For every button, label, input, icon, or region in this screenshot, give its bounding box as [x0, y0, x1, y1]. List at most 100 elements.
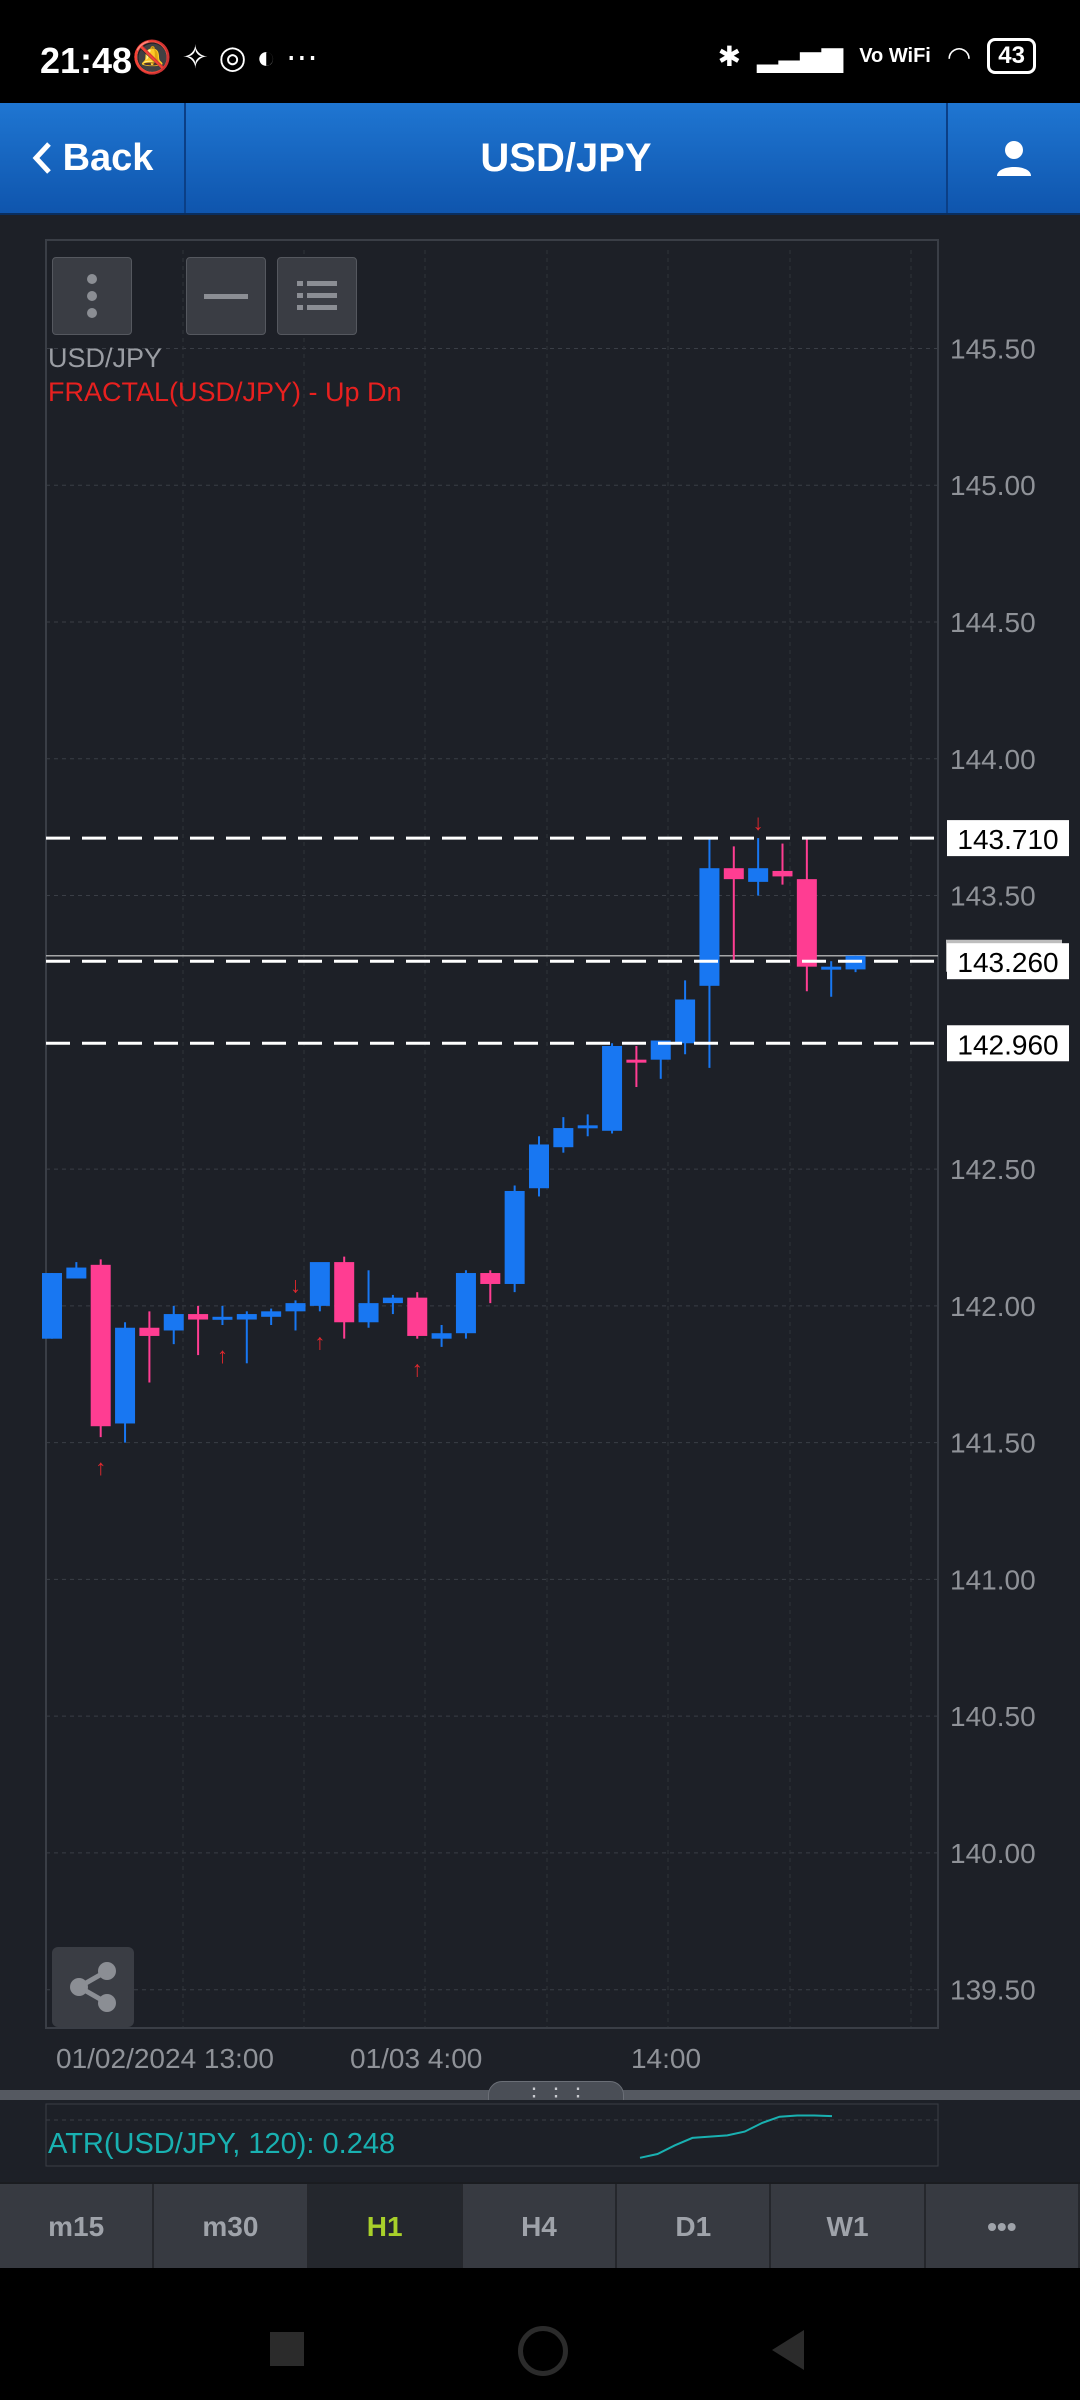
atr-panel: ATR(USD/JPY, 120): 0.248: [0, 2100, 1080, 2182]
timeframe-tab-w1[interactable]: W1: [771, 2184, 926, 2270]
candle-up: [650, 1040, 671, 1060]
y-tick-label: 142.50: [950, 1154, 1036, 1185]
back-icon[interactable]: [772, 2330, 804, 2370]
atr-label: ATR(USD/JPY, 120): 0.248: [48, 2128, 396, 2160]
candle-down: [334, 1262, 355, 1323]
candle-down: [772, 870, 793, 877]
candle-down: [407, 1297, 428, 1336]
candle-down: [139, 1327, 160, 1336]
vertical-dots-icon: [87, 274, 97, 318]
fractal-up-arrow: ↑: [217, 1343, 228, 1368]
y-tick-label: 141.00: [950, 1564, 1036, 1595]
share-icon: [70, 1962, 116, 2012]
y-tick-label: 145.00: [950, 470, 1036, 501]
bluetooth-icon: ✱: [717, 40, 742, 72]
y-tick-label: 142.00: [950, 1291, 1036, 1322]
y-tick-label: 144.00: [950, 744, 1036, 775]
timeframe-tab-h1[interactable]: H1: [308, 2184, 463, 2270]
bell-off-icon: 🔕: [132, 39, 182, 75]
status-time: 21:48: [40, 40, 133, 81]
candle-down: [188, 1314, 209, 1320]
q-app-icon: ◎: [218, 39, 257, 75]
timeframe-bar: m15 m30 H1 H4 D1 W1 •••: [0, 2182, 1080, 2270]
candle-up: [577, 1125, 598, 1129]
candle-up: [699, 868, 720, 986]
share-button[interactable]: [52, 1947, 134, 2027]
app-icon: ◐: [256, 39, 286, 75]
candle-up: [504, 1190, 525, 1284]
minus-icon: [204, 294, 248, 299]
timeframe-tab-d1[interactable]: D1: [617, 2184, 772, 2270]
signal-icon: ▂▃▅▆: [757, 40, 844, 72]
status-bar: 21:48 🔕✧◎◐⋯ ✱ ▂▃▅▆ Vo WiFi ◠ 43: [0, 0, 1080, 103]
y-tick-label: 145.50: [950, 333, 1036, 364]
wifi-icon: ◠: [946, 40, 972, 72]
more-dots-icon: ⋯: [285, 39, 328, 75]
chart-symbol-label: USD/JPY: [48, 343, 163, 373]
candle-down: [480, 1273, 501, 1284]
fractal-up-arrow: ↑: [95, 1455, 106, 1480]
fractal-down-arrow: ↓: [290, 1272, 301, 1297]
candle-up: [748, 868, 769, 882]
system-nav-bar: [0, 2268, 1080, 2400]
fractal-up-arrow: ↑: [412, 1357, 423, 1382]
chart-grid: [46, 250, 938, 2028]
timeframe-tab-more[interactable]: •••: [926, 2184, 1080, 2270]
chart-menu-button[interactable]: [52, 257, 132, 335]
timeframe-tab-m15[interactable]: m15: [0, 2184, 155, 2270]
price-chart[interactable]: 145.50 145.00 144.50 144.00 143.50 142.50 142.…: [0, 215, 1080, 2090]
app-header: Back USD/JPY: [0, 103, 1080, 215]
home-icon[interactable]: [518, 2326, 568, 2376]
recent-apps-icon[interactable]: [270, 2332, 304, 2366]
candle-up: [163, 1314, 184, 1331]
candle-up: [309, 1262, 330, 1306]
notification-icons: 🔕✧◎◐⋯: [132, 38, 328, 76]
fractal-down-arrow: ↓: [753, 810, 764, 835]
y-tick-label: 140.50: [950, 1701, 1036, 1732]
indicator-list-button[interactable]: [277, 257, 357, 335]
vowifi-icon: Vo WiFi: [859, 44, 931, 67]
y-tick-label: 143.50: [950, 881, 1036, 912]
timeframe-tab-h4[interactable]: H4: [463, 2184, 618, 2270]
list-icon: [297, 281, 337, 310]
candle-up: [602, 1045, 623, 1131]
page-title: USD/JPY: [480, 136, 652, 180]
fractal-up-arrow: ↑: [314, 1329, 325, 1354]
candle-up: [455, 1273, 476, 1334]
candle-up: [261, 1311, 282, 1317]
atr-frame: [45, 2103, 939, 2167]
battery-icon: 43: [987, 38, 1036, 74]
level-label-box: [947, 820, 1069, 857]
candle-up: [285, 1303, 306, 1312]
user-icon: [997, 141, 1031, 176]
back-label: Back: [62, 136, 154, 179]
candle-up: [236, 1314, 257, 1320]
y-tick-label: 141.50: [950, 1428, 1036, 1459]
candle-up: [42, 1273, 62, 1339]
y-tick-label: 139.50: [950, 1975, 1036, 2006]
x-tick-label: 01/03 4:00: [350, 2043, 482, 2074]
candles: [42, 838, 866, 1443]
x-tick-label: 14:00: [631, 2043, 701, 2074]
candle-up: [66, 1267, 87, 1279]
candle-down: [90, 1264, 111, 1427]
line-tool-button[interactable]: [186, 257, 266, 335]
user-button[interactable]: [946, 103, 1080, 213]
level-label-box: [947, 1025, 1069, 1062]
candle-up: [821, 966, 842, 970]
back-button[interactable]: Back: [0, 103, 186, 213]
y-tick-label: 140.00: [950, 1838, 1036, 1869]
candle-up: [212, 1316, 233, 1320]
chart-area[interactable]: 145.50 145.00 144.50 144.00 143.50 142.50 142.…: [0, 215, 1080, 2090]
atr-chart: [45, 2103, 939, 2167]
candle-up: [431, 1333, 452, 1339]
hotspot-icon: ✧: [181, 39, 219, 75]
candle-down: [796, 879, 817, 967]
chevron-left-icon: [32, 142, 51, 174]
system-icons: ✱ ▂▃▅▆ Vo WiFi ◠ 43: [718, 38, 1036, 74]
timeframe-tab-m30[interactable]: m30: [154, 2184, 309, 2270]
candle-down: [723, 868, 744, 880]
candle-up: [358, 1303, 379, 1323]
atr-line: [639, 2114, 833, 2159]
chart-frame: [45, 239, 939, 2029]
